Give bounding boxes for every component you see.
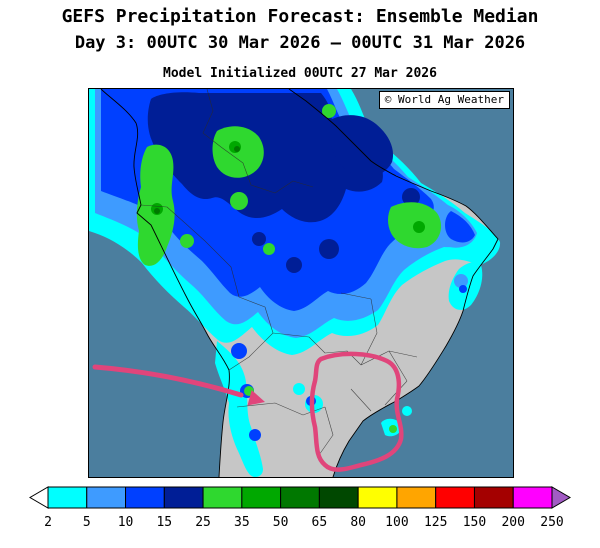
model-init-line: Model Initialized 00UTC 27 Mar 2026 [163,66,437,81]
precip-spot-darkergreen [154,208,160,214]
colorbar-tick-label: 2 [44,515,52,530]
precip-spot-green [230,192,248,210]
precip-spot-green-south [389,425,397,433]
precip-spot-blue-andes [231,343,247,359]
annotation-arrow-shaft [92,364,244,398]
page-subtitle: Day 3: 00UTC 30 Mar 2026 — 00UTC 31 Mar … [74,33,526,53]
colorbar-segment [47,486,88,509]
colorbar-segment [473,486,514,509]
colorbar-segment [396,486,437,509]
colorbar-tick-label: 200 [501,515,524,530]
map-canvas [89,89,513,477]
precip-region-cyan-andes-strip [215,341,263,477]
precip-spot-green [322,104,336,118]
precip-spot-green [263,243,275,255]
colorbar-segment [86,486,127,509]
colorbar-tick-label: 125 [424,515,447,530]
precip-spot-navy [319,239,339,259]
colorbar-segment [125,486,165,509]
colorbar-segment [202,486,243,509]
colorbar-segment [280,486,320,509]
precip-spot-lightblue [454,274,468,288]
precip-spot-blue [459,285,467,293]
colorbar-tick-label: 80 [350,515,366,530]
colorbar-canvas: 2 5 10 15 25 35 50 65 80 100 125 150 200 250 [29,486,571,530]
colorbar-segment [241,486,282,509]
colorbar-tick-label: 5 [83,515,91,530]
precip-spot-cyan [402,406,412,416]
precip-spot-navy [252,232,266,246]
copyright-badge: © World Ag Weather [378,91,510,109]
page-title: GEFS Precipitation Forecast: Ensemble Me… [61,6,539,27]
colorbar-tick-label: 50 [273,515,289,530]
precip-spot-cyan [293,383,305,395]
precip-region-blue-ne-tip [445,211,475,243]
annotation-arrow-head [247,390,265,406]
colorbar-tick-label: 100 [385,515,408,530]
colorbar-segment [512,486,553,509]
colorbar-tick-label: 25 [195,515,211,530]
colorbar-tick-label: 35 [234,515,250,530]
colorbar-tick-label: 10 [118,515,134,530]
colorbar-tick-label: 15 [156,515,172,530]
colorbar-segment [435,486,475,509]
precip-colorbar: 2 5 10 15 25 35 50 65 80 100 125 150 200 250 [0,486,600,536]
annotation-loop [309,351,404,472]
forecast-map: © World Ag Weather [88,88,514,478]
colorbar-segment [357,486,398,509]
precip-spot-navy [402,188,420,206]
precip-spot-blue-andes [249,429,261,441]
colorbar-tick-label: 250 [540,515,563,530]
precip-spot-green [180,234,194,248]
precip-spot-darkgreen [413,221,425,233]
colorbar-tick-label: 65 [312,515,328,530]
colorbar-segment [318,486,359,509]
precip-spot-navy [286,257,302,273]
header: GEFS Precipitation Forecast: Ensemble Me… [0,0,600,81]
colorbar-segment [163,486,204,509]
precip-spot-darkergreen [234,146,240,152]
colorbar-left-tip [29,486,49,509]
colorbar-tick-label: 150 [463,515,486,530]
colorbar-right-tip [551,486,571,509]
precip-region-navy-guyana [327,115,394,178]
